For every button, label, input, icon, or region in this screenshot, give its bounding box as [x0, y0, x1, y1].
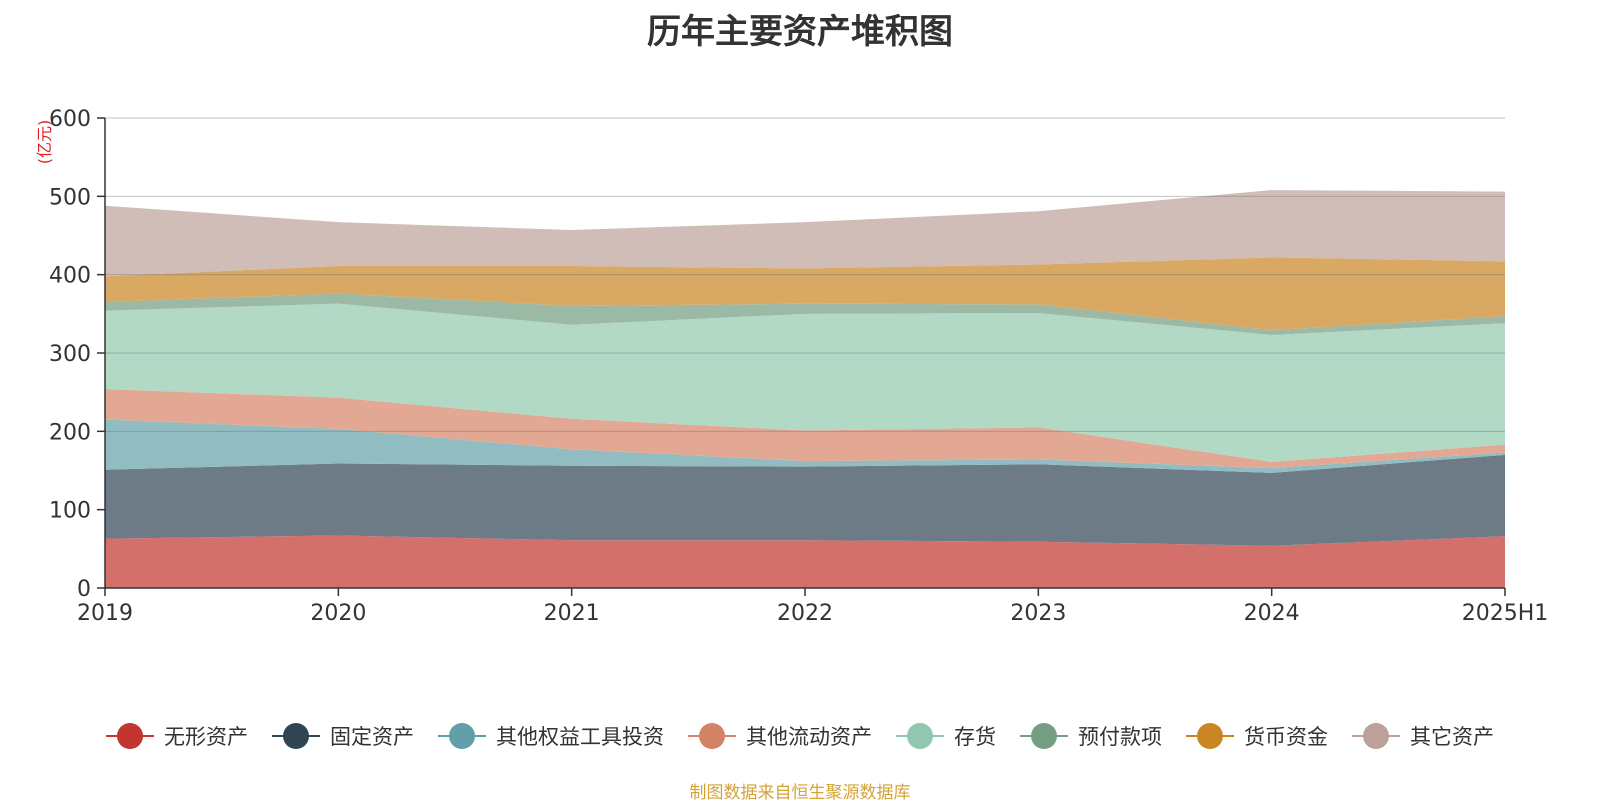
legend-item-4[interactable]: 其他流动资产 [688, 721, 872, 751]
chart-title: 历年主要资产堆积图 [647, 12, 953, 52]
legend-item-5[interactable]: 存货 [896, 721, 996, 751]
legend-marker-icon [1352, 723, 1400, 749]
legend-label: 无形资产 [164, 725, 248, 749]
y-tick-label: 400 [49, 264, 91, 289]
legend-label: 存货 [954, 725, 996, 749]
x-tick-label: 2025H1 [1462, 601, 1549, 626]
series-area-6 [105, 293, 1505, 335]
x-tick-label: 2024 [1244, 601, 1300, 626]
legend-marker-icon [438, 723, 486, 749]
legend-marker-icon [106, 723, 154, 749]
y-tick-label: 300 [49, 342, 91, 367]
legend-item-6[interactable]: 预付款项 [1020, 721, 1162, 751]
y-tick-label: 0 [77, 577, 91, 602]
x-tick-label: 2019 [77, 601, 133, 626]
legend-marker-icon [272, 723, 320, 749]
series-area-2 [105, 454, 1505, 546]
legend-item-1[interactable]: 无形资产 [106, 721, 248, 751]
y-tick-label: 100 [49, 499, 91, 524]
x-tick-label: 2021 [544, 601, 600, 626]
chart-legend: 无形资产 固定资产 其他权益工具投资 其他流动资产 存货 预付款项 货币资金 其它资产 [0, 718, 1600, 754]
x-tick-label: 2020 [310, 601, 366, 626]
x-tick-label: 2023 [1010, 601, 1066, 626]
legend-label: 货币资金 [1244, 725, 1328, 749]
series-area-8 [105, 190, 1505, 277]
series-area-4 [105, 389, 1505, 469]
legend-item-8[interactable]: 其它资产 [1352, 721, 1494, 751]
legend-marker-icon [688, 723, 736, 749]
source-note: 制图数据来自恒生聚源数据库 [689, 783, 911, 803]
series-area-7 [105, 257, 1505, 331]
legend-item-2[interactable]: 固定资产 [272, 721, 414, 751]
legend-marker-icon [1020, 723, 1068, 749]
legend-item-3[interactable]: 其他权益工具投资 [438, 721, 664, 751]
y-tick-label: 600 [49, 107, 91, 132]
series-area-5 [105, 303, 1505, 462]
legend-label: 固定资产 [330, 725, 414, 749]
legend-marker-icon [896, 723, 944, 749]
legend-marker-icon [1186, 723, 1234, 749]
y-tick-label: 200 [49, 420, 91, 445]
legend-item-7[interactable]: 货币资金 [1186, 721, 1328, 751]
y-unit-label: (亿元) [35, 120, 54, 165]
legend-label: 其它资产 [1410, 725, 1494, 749]
series-area-3 [105, 419, 1505, 473]
legend-label: 预付款项 [1078, 725, 1162, 749]
legend-label: 其他权益工具投资 [496, 725, 664, 749]
x-tick-label: 2022 [777, 601, 833, 626]
series-area-1 [105, 535, 1505, 588]
legend-label: 其他流动资产 [746, 725, 872, 749]
y-tick-label: 500 [49, 185, 91, 210]
